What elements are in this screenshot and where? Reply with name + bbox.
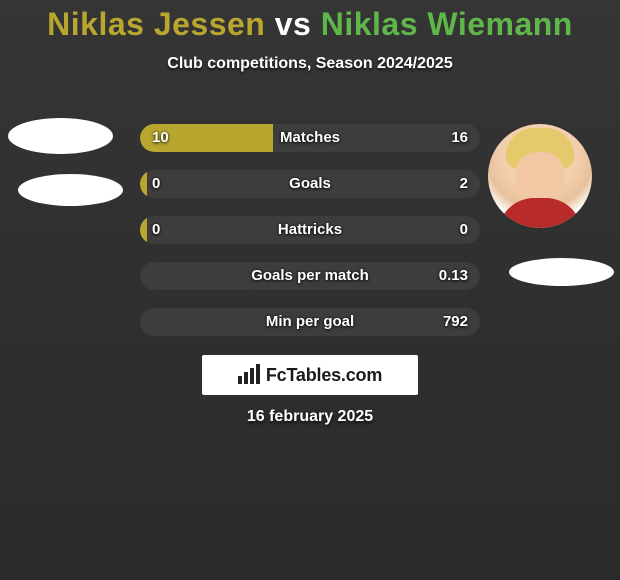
player2-avatar-placeholder	[509, 258, 614, 286]
stat-value-right: 16	[451, 124, 468, 152]
title-player2: Niklas Wiemann	[321, 6, 573, 42]
avatar-shirt	[498, 198, 582, 228]
player1-avatar-placeholder-2	[18, 174, 123, 206]
title-vs: vs	[275, 6, 312, 42]
page-title: Niklas Jessen vs Niklas Wiemann	[0, 0, 620, 43]
stat-row: Min per goal792	[140, 308, 480, 336]
comparison-card: Niklas Jessen vs Niklas Wiemann Club com…	[0, 0, 620, 580]
stat-label: Matches	[140, 124, 480, 152]
date-label: 16 february 2025	[0, 408, 620, 426]
brand-link[interactable]: FcTables.com	[202, 355, 418, 395]
stat-value-left: 10	[152, 124, 169, 152]
stat-value-left: 0	[152, 170, 160, 198]
stat-value-right: 0.13	[439, 262, 468, 290]
stat-row: Hattricks0 0	[140, 216, 480, 244]
stat-label: Hattricks	[140, 216, 480, 244]
stat-row: Goals0 2	[140, 170, 480, 198]
brand-logo-icon	[238, 366, 260, 384]
stat-value-left: 0	[152, 216, 160, 244]
brand-text: FcTables.com	[266, 365, 382, 386]
stat-row: Goals per match0.13	[140, 262, 480, 290]
stat-label: Min per goal	[140, 308, 480, 336]
stat-value-right: 0	[460, 216, 468, 244]
title-player1: Niklas Jessen	[47, 6, 265, 42]
player1-avatar-placeholder	[8, 118, 113, 154]
stat-label: Goals	[140, 170, 480, 198]
stat-value-right: 792	[443, 308, 468, 336]
stat-row: Matches10 16	[140, 124, 480, 152]
subtitle: Club competitions, Season 2024/2025	[0, 55, 620, 73]
stat-value-right: 2	[460, 170, 468, 198]
player2-avatar	[488, 124, 592, 228]
stat-label: Goals per match	[140, 262, 480, 290]
